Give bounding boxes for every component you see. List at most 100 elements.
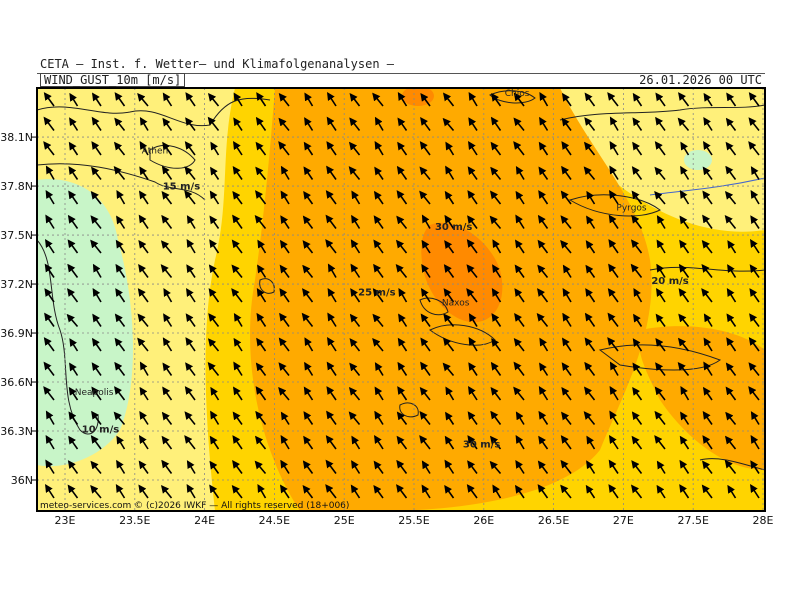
place-label: Pyrgos	[616, 204, 647, 214]
wind-arrow	[325, 239, 337, 254]
wind-arrow	[654, 410, 666, 425]
wind-arrow	[442, 117, 455, 132]
wind-arrow	[280, 435, 290, 450]
wind-arrow	[443, 288, 455, 303]
wind-arrow	[255, 190, 267, 205]
wind-arrow	[586, 215, 596, 229]
wind-arrow	[303, 166, 314, 180]
wind-arrow	[489, 460, 502, 475]
wind-arrow	[421, 214, 431, 229]
wind-arrow	[562, 288, 572, 303]
wind-arrow	[609, 410, 619, 425]
wind-arrow	[137, 93, 149, 107]
wind-arrow	[374, 362, 384, 376]
wind-arrow	[583, 386, 596, 401]
wind-arrow	[679, 239, 690, 254]
wind-arrow	[492, 264, 502, 278]
wind-arrow	[724, 459, 737, 474]
wind-arrow	[138, 190, 149, 205]
wind-arrow	[280, 459, 290, 474]
wind-arrow	[560, 435, 572, 450]
wind-arrow	[210, 141, 220, 156]
wind-arrow	[748, 337, 760, 352]
wind-arrow	[514, 288, 525, 303]
lat-tick-label: 38.1N	[0, 131, 33, 144]
wind-arrow	[304, 92, 314, 107]
wind-arrow	[138, 460, 149, 474]
wind-arrow	[186, 288, 196, 303]
wind-arrow	[584, 117, 596, 131]
wind-arrow	[631, 435, 643, 450]
wind-arrow	[750, 239, 760, 254]
wind-arrow	[257, 484, 267, 499]
wind-arrow	[537, 214, 549, 229]
wind-arrow	[45, 190, 55, 205]
wind-arrow	[748, 141, 760, 156]
wind-arrow	[45, 484, 55, 499]
wind-arrow	[727, 240, 737, 254]
wind-arrow	[255, 166, 267, 180]
wind-arrow	[115, 288, 126, 303]
wind-arrow	[232, 435, 243, 450]
wind-arrow	[232, 166, 243, 180]
wind-arrow	[68, 411, 79, 425]
wind-arrow	[373, 190, 384, 205]
valid-time: 26.01.2026 00 UTC	[639, 73, 762, 87]
lat-tick-label: 36N	[11, 474, 33, 487]
wind-arrow	[725, 165, 737, 180]
wind-arrow	[232, 190, 243, 205]
wind-arrow	[302, 215, 314, 229]
wind-arrow	[513, 92, 525, 107]
wind-arrow	[419, 411, 431, 425]
wind-arrow	[372, 92, 384, 107]
wind-arrow	[702, 166, 713, 180]
zone-10-15-west	[37, 179, 133, 467]
wind-arrow	[279, 288, 290, 303]
wind-arrow	[537, 484, 549, 499]
wind-arrow	[116, 190, 126, 205]
wind-arrow	[161, 411, 173, 425]
wind-arrow	[186, 484, 196, 499]
speed-contour-label: 20 m/s	[651, 276, 688, 287]
wind-arrow	[609, 386, 619, 401]
wind-arrow	[327, 263, 337, 278]
wind-arrow	[162, 141, 173, 156]
wind-arrow	[233, 312, 243, 327]
wind-arrow	[185, 362, 196, 376]
lon-tick-label: 26.5E	[538, 514, 569, 527]
wind-arrow	[608, 459, 619, 474]
wind-arrow	[539, 92, 549, 107]
lat-tick-label: 36.3N	[0, 425, 33, 438]
speed-contour-label: 15 m/s	[163, 181, 200, 192]
wind-arrow	[445, 165, 455, 180]
wind-arrow	[654, 166, 666, 181]
wind-arrow	[69, 117, 79, 131]
wind-arrow	[701, 288, 713, 303]
wind-arrow	[725, 411, 737, 426]
wind-arrow	[185, 313, 196, 327]
wind-arrow	[325, 459, 337, 474]
wind-arrow	[515, 214, 525, 229]
variable-label: WIND_GUST_10m [m/s]	[40, 73, 186, 87]
wind-arrow	[115, 484, 126, 499]
wind-arrow	[255, 141, 267, 156]
wind-arrow	[255, 386, 267, 401]
wind-arrow	[302, 240, 314, 254]
wind-arrow	[351, 435, 361, 450]
wind-arrow	[185, 337, 196, 352]
wind-arrow	[396, 459, 408, 474]
wind-arrow	[209, 215, 220, 229]
wind-arrow	[161, 459, 173, 474]
wind-arrow	[113, 411, 126, 426]
wind-arrow	[326, 141, 337, 156]
wind-arrow	[654, 435, 666, 450]
wind-arrow	[442, 92, 455, 107]
wind-arrow	[539, 337, 549, 352]
wind-arrow	[561, 92, 572, 107]
wind-arrow	[538, 141, 549, 156]
wind-arrow	[631, 214, 643, 229]
wind-arrow	[421, 263, 431, 278]
wind-arrow	[537, 288, 549, 303]
lon-tick-label: 27E	[613, 514, 634, 527]
wind-arrow	[43, 141, 55, 156]
